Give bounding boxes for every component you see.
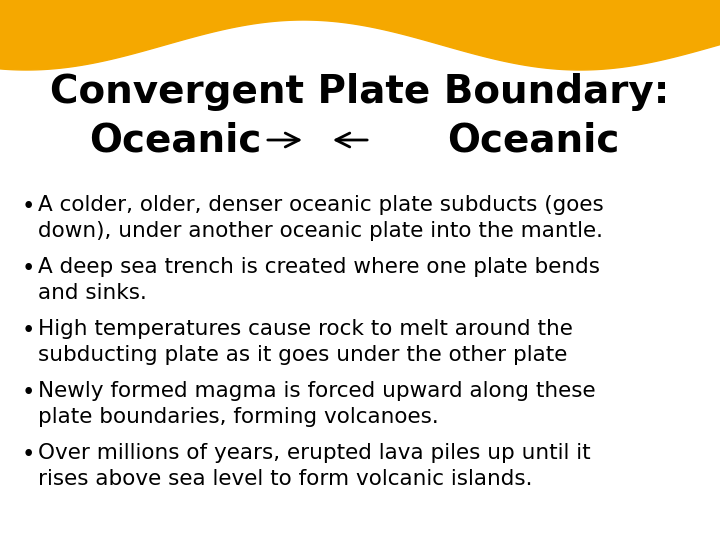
Text: •: • bbox=[22, 257, 35, 280]
Text: •: • bbox=[22, 381, 35, 404]
Polygon shape bbox=[0, 0, 720, 70]
Text: •: • bbox=[22, 319, 35, 342]
Text: •: • bbox=[22, 443, 35, 466]
Text: A deep sea trench is created where one plate bends
and sinks.: A deep sea trench is created where one p… bbox=[38, 257, 600, 302]
Text: Oceanic: Oceanic bbox=[89, 121, 261, 159]
Text: •: • bbox=[22, 195, 35, 218]
Text: Oceanic: Oceanic bbox=[447, 121, 619, 159]
Text: Newly formed magma is forced upward along these
plate boundaries, forming volcan: Newly formed magma is forced upward alon… bbox=[38, 381, 595, 427]
Text: High temperatures cause rock to melt around the
subducting plate as it goes unde: High temperatures cause rock to melt aro… bbox=[38, 319, 573, 364]
Text: A colder, older, denser oceanic plate subducts (goes
down), under another oceani: A colder, older, denser oceanic plate su… bbox=[38, 195, 604, 241]
Text: Over millions of years, erupted lava piles up until it
rises above sea level to : Over millions of years, erupted lava pil… bbox=[38, 443, 590, 489]
Text: Convergent Plate Boundary:: Convergent Plate Boundary: bbox=[50, 73, 670, 111]
